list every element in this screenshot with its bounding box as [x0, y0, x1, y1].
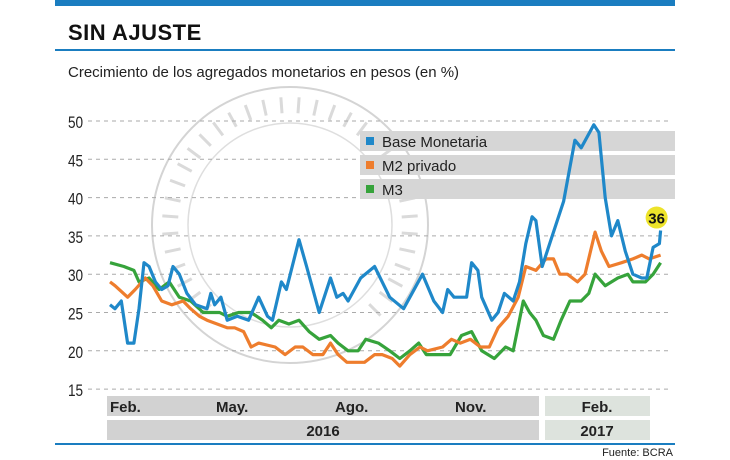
x-tick-label: Ago.: [335, 399, 368, 416]
watermark-glyph-mark: [399, 247, 416, 254]
x-tick-label: Feb.: [110, 399, 141, 416]
watermark-seal-inner: [187, 122, 393, 328]
month-band-2016: [107, 396, 539, 416]
y-tick-label: 40: [68, 190, 83, 209]
legend-row: [360, 179, 675, 199]
watermark-glyph-mark: [387, 277, 404, 288]
x-year-label: 2017: [580, 423, 613, 440]
top-accent-bar: [55, 0, 675, 6]
watermark-glyph-mark: [368, 303, 382, 317]
legend-swatch: [366, 137, 374, 145]
watermark-glyph-mark: [394, 262, 411, 272]
watermark-glyph-mark: [312, 99, 319, 116]
year-band-2016: [107, 420, 539, 440]
watermark-glyph-mark: [378, 290, 394, 303]
watermark-glyph-mark: [342, 111, 353, 128]
watermark-glyph-mark: [243, 104, 253, 121]
watermark-glyph-mark: [164, 196, 181, 203]
watermark-glyph-mark: [169, 178, 186, 188]
series-line-m2-privado: [109, 230, 662, 368]
series-line-m3: [109, 261, 662, 361]
chart-subtitle: Crecimiento de los agregados monetarios …: [68, 64, 460, 81]
legend-swatch: [366, 185, 374, 193]
series-line-base-monetaria: [109, 123, 663, 345]
bottom-rule: [55, 443, 675, 445]
watermark-seal-outer: [151, 86, 429, 364]
legend-row: [360, 131, 675, 151]
x-tick-label: May.: [216, 399, 248, 416]
watermark-glyph-mark: [162, 214, 179, 219]
legend-swatch: [366, 161, 374, 169]
watermark-glyph-mark: [355, 121, 368, 137]
watermark-glyph-mark: [186, 147, 202, 160]
page-title: SIN AJUSTE: [68, 20, 202, 45]
y-tick-label: 35: [68, 229, 83, 248]
legend-row: [360, 155, 675, 175]
legend-label: M2 privado: [382, 158, 456, 175]
watermark-glyph-mark: [401, 231, 418, 236]
watermark-glyph-mark: [401, 214, 418, 219]
annotation-marker: [645, 206, 668, 229]
y-tick-label: 20: [68, 343, 83, 362]
year-band-2017: [545, 420, 650, 440]
x-tick-label: Feb.: [582, 399, 613, 416]
legend-label: M3: [382, 182, 403, 199]
watermark-glyph-mark: [279, 97, 284, 114]
y-tick-label: 25: [68, 305, 83, 324]
watermark-glyph-mark: [176, 277, 193, 288]
y-tick-label: 30: [68, 267, 83, 286]
y-tick-label: 45: [68, 152, 83, 171]
y-tick-label: 50: [68, 114, 83, 133]
watermark-glyph-mark: [327, 104, 337, 121]
title-rule: [55, 49, 675, 51]
legend-label: Base Monetaria: [382, 134, 488, 151]
x-tick-label: Nov.: [455, 399, 486, 416]
source-note: Fuente: BCRA: [602, 447, 673, 459]
watermark-glyph-mark: [164, 247, 181, 254]
watermark-glyph-mark: [212, 121, 225, 137]
watermark-glyph-mark: [162, 231, 179, 236]
watermark-glyph-mark: [227, 111, 238, 128]
watermark-seal-lettering: [162, 97, 418, 317]
watermark-glyph-mark: [261, 99, 268, 116]
month-band-2017: [545, 396, 650, 416]
watermark-glyph-mark: [176, 162, 193, 173]
watermark-glyph-mark: [296, 97, 301, 114]
y-tick-label: 15: [68, 382, 83, 401]
x-year-label: 2016: [306, 423, 339, 440]
annotation-label: 36: [648, 211, 665, 228]
watermark-glyph-mark: [198, 133, 212, 147]
